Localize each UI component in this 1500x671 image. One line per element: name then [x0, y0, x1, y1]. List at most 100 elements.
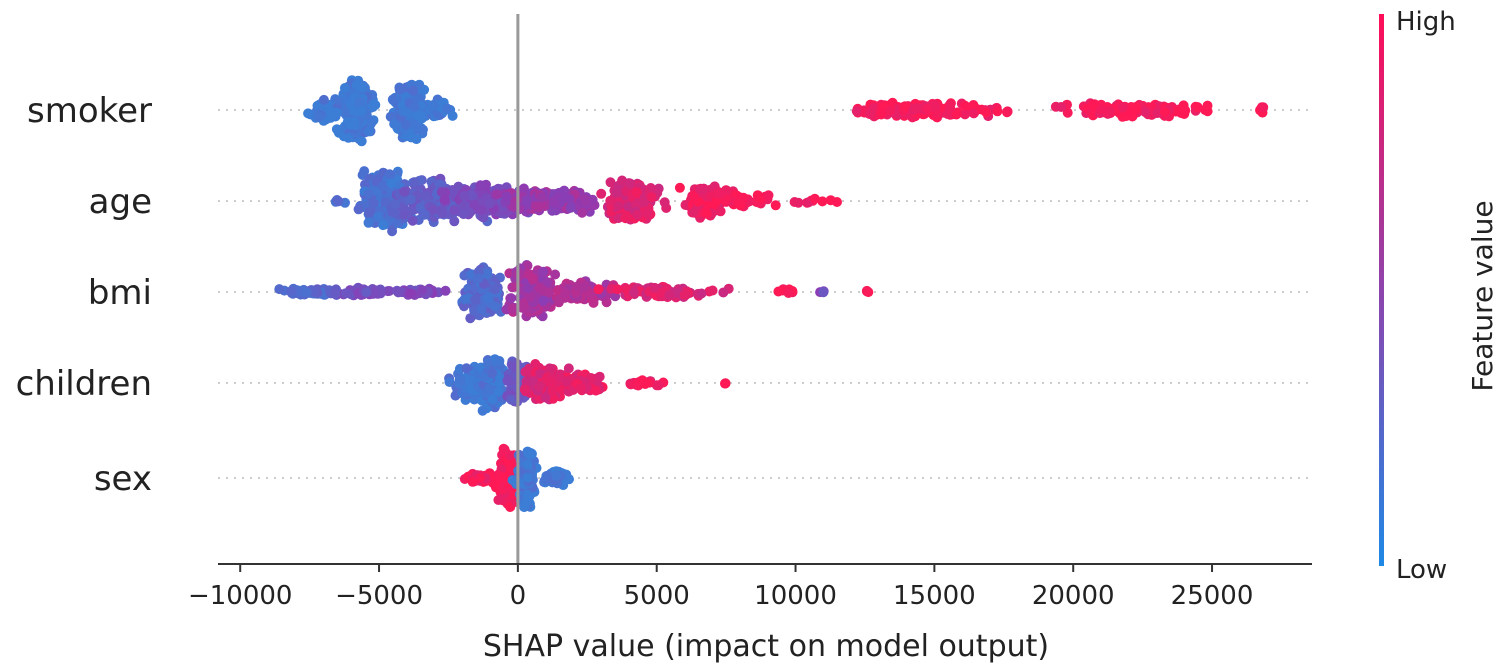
- shap-point: [649, 282, 660, 293]
- shap-point: [493, 386, 504, 397]
- shap-point: [783, 288, 794, 298]
- shap-point: [523, 283, 533, 294]
- shap-point: [318, 94, 329, 105]
- feature-label-children: children: [16, 364, 152, 404]
- shap-point: [959, 100, 970, 111]
- shap-point: [507, 303, 518, 314]
- shap-point: [544, 287, 554, 298]
- shap-point: [1096, 104, 1107, 115]
- shap-point: [349, 117, 360, 128]
- shap-point: [738, 192, 749, 203]
- shap-point: [945, 102, 956, 113]
- shap-point: [763, 190, 774, 201]
- shap-point: [659, 197, 670, 208]
- shap-point: [482, 293, 493, 304]
- shap-point: [721, 195, 732, 205]
- x-tick-label: −5000: [335, 581, 423, 611]
- shap-point: [494, 356, 505, 366]
- feature-labels: smoker age bmi children sex: [16, 91, 152, 499]
- shap-point: [664, 290, 675, 301]
- shap-point: [459, 191, 470, 201]
- x-tick-label: 5000: [624, 581, 690, 611]
- shap-point: [467, 476, 478, 487]
- shap-point: [625, 178, 635, 189]
- shap-point: [689, 191, 699, 201]
- shap-point: [363, 189, 374, 200]
- shap-point: [586, 373, 596, 383]
- shap-point: [347, 105, 358, 116]
- shap-point: [394, 84, 405, 95]
- shap-point: [411, 134, 422, 145]
- shap-point: [680, 200, 691, 210]
- shap-point: [458, 209, 469, 220]
- shap-point: [339, 107, 350, 118]
- shap-point: [470, 295, 481, 305]
- colorbar-title: Feature value: [1466, 200, 1499, 391]
- shap-point: [487, 368, 498, 379]
- shap-point: [384, 169, 395, 180]
- shap-point: [646, 192, 657, 203]
- shap-point: [364, 207, 375, 218]
- shap-point: [922, 103, 933, 114]
- shap-point: [469, 199, 480, 210]
- shap-point: [720, 378, 731, 389]
- shap-point: [701, 208, 712, 219]
- shap-point: [521, 195, 532, 205]
- shap-point: [809, 193, 820, 204]
- shap-point: [623, 201, 634, 212]
- shap-point: [522, 489, 533, 500]
- shap-point: [475, 180, 486, 191]
- feature-label-sex: sex: [94, 459, 152, 499]
- shap-point: [449, 216, 460, 227]
- shap-point: [476, 205, 487, 215]
- shap-point: [911, 103, 922, 113]
- shap-point: [378, 220, 389, 231]
- shap-point: [353, 204, 364, 215]
- shap-point: [817, 196, 828, 207]
- shap-point: [308, 286, 319, 297]
- feature-points-age: [330, 166, 842, 237]
- shap-point: [540, 392, 551, 403]
- shap-points: [274, 75, 1269, 513]
- x-tick-label: 0: [510, 581, 527, 611]
- shap-point: [617, 175, 628, 186]
- shap-point: [547, 386, 558, 397]
- feature-label-smoker: smoker: [27, 91, 152, 131]
- shap-point: [653, 380, 664, 391]
- shap-point: [1152, 108, 1163, 118]
- shap-point: [638, 197, 649, 208]
- shap-point: [444, 377, 455, 387]
- shap-point: [563, 363, 574, 374]
- x-tick-label: 20000: [1032, 581, 1115, 611]
- shap-point: [419, 209, 430, 220]
- shap-point: [548, 393, 559, 404]
- shap-point: [476, 303, 487, 314]
- shap-point: [484, 383, 495, 394]
- shap-point: [596, 188, 607, 199]
- shap-point: [718, 287, 729, 298]
- shap-point: [303, 108, 314, 119]
- feature-points-bmi: [274, 260, 874, 324]
- shap-point: [519, 384, 530, 395]
- shap-point: [332, 107, 343, 118]
- shap-point: [637, 375, 648, 386]
- shap-point: [1056, 102, 1067, 112]
- shap-point: [527, 273, 538, 284]
- shap-point: [551, 470, 562, 481]
- feature-points-children: [444, 354, 731, 416]
- feature-label-age: age: [89, 182, 152, 222]
- shap-point: [715, 206, 726, 217]
- shap-point: [621, 210, 632, 221]
- shap-point: [405, 288, 416, 299]
- shap-point: [339, 83, 350, 93]
- shap-point: [384, 286, 395, 296]
- shap-point: [392, 209, 403, 220]
- shap-point: [301, 287, 312, 298]
- shap-point: [340, 288, 351, 299]
- shap-point: [575, 383, 586, 394]
- shap-point: [1087, 100, 1098, 111]
- shap-point: [694, 184, 705, 195]
- shap-point: [525, 449, 536, 460]
- shap-point: [544, 376, 555, 387]
